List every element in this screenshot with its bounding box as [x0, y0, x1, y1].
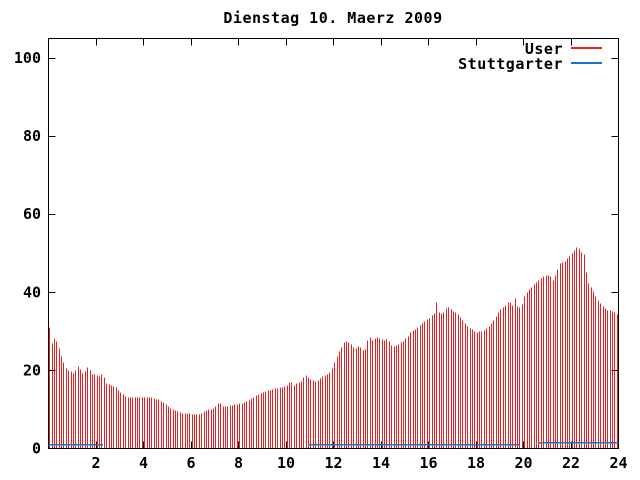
x-tick-label: 8	[234, 454, 243, 472]
y-tick-label: 80	[23, 127, 41, 145]
x-tick-label: 20	[514, 454, 532, 472]
x-tick-label: 24	[609, 454, 627, 472]
x-tick-label: 6	[186, 454, 195, 472]
y-tick-label: 60	[23, 205, 41, 223]
x-tick-label: 2	[91, 454, 100, 472]
user-line-sample	[571, 47, 602, 49]
stuttgarter-line-sample	[571, 62, 602, 64]
x-tick-label: 14	[372, 454, 390, 472]
plot-border	[48, 38, 619, 449]
x-tick-label: 16	[419, 454, 437, 472]
y-tick-label: 40	[23, 283, 41, 301]
y-tick-label: 100	[14, 49, 41, 67]
x-tick-label: 18	[467, 454, 485, 472]
x-tick-label: 22	[562, 454, 580, 472]
x-tick-label: 4	[139, 454, 148, 472]
x-tick-label: 10	[277, 454, 295, 472]
y-tick-label: 20	[23, 361, 41, 379]
y-tick-label: 0	[32, 440, 41, 458]
legend-label-stuttgarter: Stuttgarter	[458, 55, 563, 73]
legend-label-user: User	[524, 40, 563, 58]
user-impulses	[49, 247, 618, 449]
chart-title: Dienstag 10. Maerz 2009	[223, 9, 443, 27]
x-tick-label: 12	[324, 454, 342, 472]
